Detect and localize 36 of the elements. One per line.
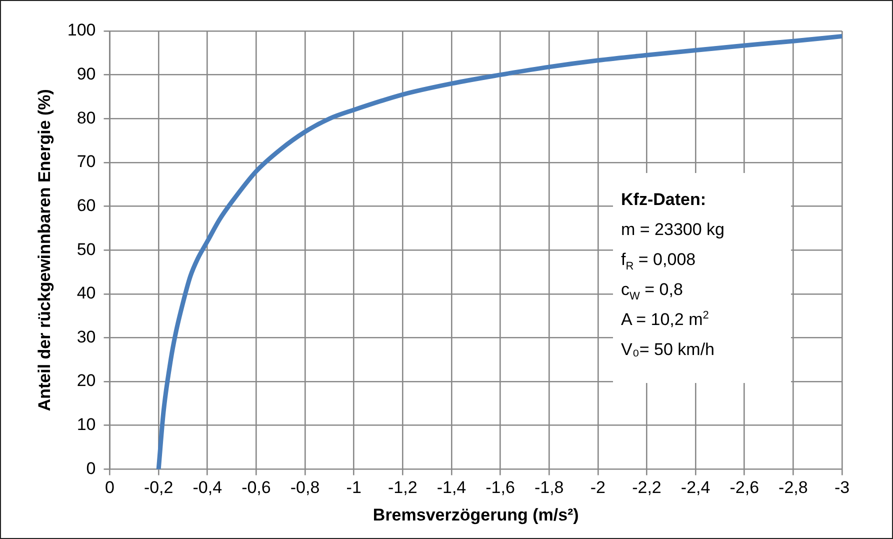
x-axis-title: Bremsverzögerung (m/s²): [372, 505, 579, 524]
x-tick-label: -1,6: [486, 478, 515, 498]
x-tick-label: -1: [346, 478, 362, 498]
y-tick-label: 60: [76, 196, 96, 215]
y-tick-label: 20: [76, 371, 96, 390]
line-series: [156, 34, 842, 470]
annotation: c$_{W}$ = 0,8: [621, 279, 684, 304]
y-tick-label: 70: [76, 152, 96, 172]
x-tick-label: -0,8: [290, 478, 320, 498]
annotation: A = 10,2 m$^{2}$: [621, 308, 710, 331]
y-tick-label: 50: [76, 240, 96, 259]
y-axis-title: Anteil der rückgewinnbaren Energie (%): [34, 89, 54, 412]
y-tick-label: 100: [67, 20, 96, 40]
y-tick-label: 0: [86, 458, 96, 478]
annotation: m = 23300 kg: [621, 219, 726, 241]
x-tick-label: -2,4: [680, 478, 710, 498]
x-tick-label: -1,4: [436, 478, 466, 498]
x-tick-label: -0,2: [144, 478, 174, 498]
x-tick-label: -3: [834, 478, 850, 498]
x-tick-label: -2,8: [778, 478, 808, 498]
y-tick-label: 80: [76, 108, 96, 128]
x-tick-label: 0: [105, 478, 114, 498]
y-tick-label: 10: [76, 415, 96, 434]
x-tick-label: -1,2: [388, 478, 418, 498]
annotation: f$_{R}$ = 0,008: [621, 249, 697, 274]
y-tick-label: 40: [76, 284, 96, 303]
x-tick-label: -0,6: [242, 478, 271, 498]
x-tick-label: -2: [590, 478, 606, 498]
y-tick-label: 90: [76, 64, 96, 84]
y-tick-label: 30: [76, 327, 96, 346]
annotation: Kfz-Daten:: [621, 189, 707, 211]
x-tick-label: -1,8: [534, 478, 564, 498]
x-tick-label: -2,2: [632, 478, 662, 498]
annotation: V₀= 50 km/h: [621, 339, 716, 361]
x-tick-label: -2,6: [730, 478, 760, 498]
x-tick-label: -0,4: [192, 478, 222, 498]
